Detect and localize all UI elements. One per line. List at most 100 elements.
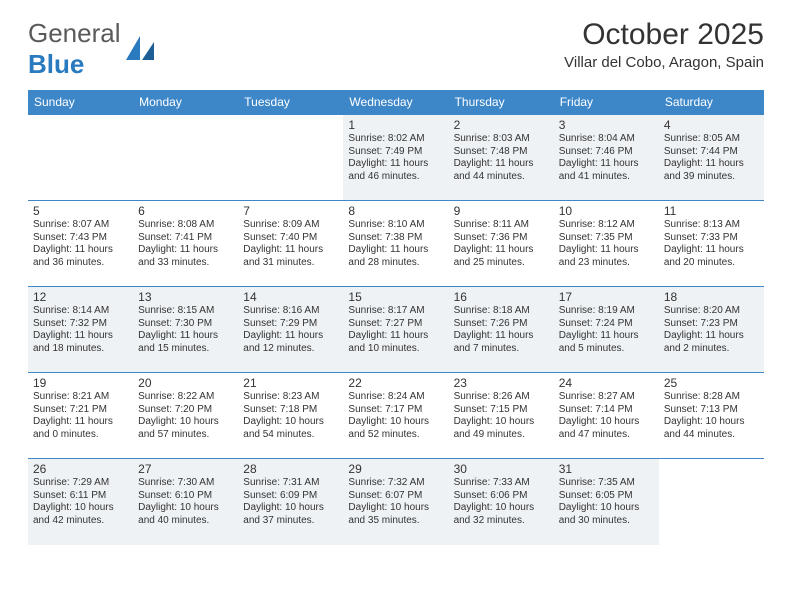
day-number: 30: [454, 462, 549, 476]
calendar-cell: 3Sunrise: 8:04 AMSunset: 7:46 PMDaylight…: [554, 115, 659, 201]
day-number: 8: [348, 204, 443, 218]
day-info: Sunrise: 8:27 AMSunset: 7:14 PMDaylight:…: [559, 391, 654, 441]
daylight-text: Daylight: 10 hours and 54 minutes.: [243, 416, 338, 441]
sunset-text: Sunset: 7:49 PM: [348, 146, 443, 159]
sunset-text: Sunset: 7:18 PM: [243, 404, 338, 417]
sunset-text: Sunset: 6:09 PM: [243, 490, 338, 503]
sunrise-text: Sunrise: 8:12 AM: [559, 219, 654, 232]
daylight-text: Daylight: 10 hours and 47 minutes.: [559, 416, 654, 441]
day-info: Sunrise: 8:14 AMSunset: 7:32 PMDaylight:…: [33, 305, 128, 355]
day-info: Sunrise: 8:03 AMSunset: 7:48 PMDaylight:…: [454, 133, 549, 183]
calendar-cell: 11Sunrise: 8:13 AMSunset: 7:33 PMDayligh…: [659, 201, 764, 287]
day-number: 4: [664, 118, 759, 132]
day-number: 10: [559, 204, 654, 218]
calendar-cell: 1Sunrise: 8:02 AMSunset: 7:49 PMDaylight…: [343, 115, 448, 201]
sunset-text: Sunset: 7:13 PM: [664, 404, 759, 417]
day-number: 21: [243, 376, 338, 390]
calendar-cell: 28Sunrise: 7:31 AMSunset: 6:09 PMDayligh…: [238, 459, 343, 545]
sunrise-text: Sunrise: 8:17 AM: [348, 305, 443, 318]
daylight-text: Daylight: 11 hours and 18 minutes.: [33, 330, 128, 355]
weekday-header: Tuesday: [238, 90, 343, 115]
sunrise-text: Sunrise: 8:20 AM: [664, 305, 759, 318]
day-number: 2: [454, 118, 549, 132]
day-number: 1: [348, 118, 443, 132]
day-number: 12: [33, 290, 128, 304]
weekday-header: Thursday: [449, 90, 554, 115]
sunset-text: Sunset: 7:29 PM: [243, 318, 338, 331]
daylight-text: Daylight: 11 hours and 23 minutes.: [559, 244, 654, 269]
month-title: October 2025: [564, 18, 764, 52]
sunrise-text: Sunrise: 8:07 AM: [33, 219, 128, 232]
daylight-text: Daylight: 10 hours and 32 minutes.: [454, 502, 549, 527]
day-number: 27: [138, 462, 233, 476]
sunrise-text: Sunrise: 8:14 AM: [33, 305, 128, 318]
weekday-header: Saturday: [659, 90, 764, 115]
day-info: Sunrise: 8:05 AMSunset: 7:44 PMDaylight:…: [664, 133, 759, 183]
daylight-text: Daylight: 10 hours and 52 minutes.: [348, 416, 443, 441]
calendar-cell: 27Sunrise: 7:30 AMSunset: 6:10 PMDayligh…: [133, 459, 238, 545]
calendar-cell: 21Sunrise: 8:23 AMSunset: 7:18 PMDayligh…: [238, 373, 343, 459]
sunset-text: Sunset: 7:33 PM: [664, 232, 759, 245]
day-number: 5: [33, 204, 128, 218]
calendar-cell: 2Sunrise: 8:03 AMSunset: 7:48 PMDaylight…: [449, 115, 554, 201]
header: General Blue October 2025 Villar del Cob…: [28, 18, 764, 80]
sunrise-text: Sunrise: 8:26 AM: [454, 391, 549, 404]
day-number: 11: [664, 204, 759, 218]
calendar-cell: 15Sunrise: 8:17 AMSunset: 7:27 PMDayligh…: [343, 287, 448, 373]
daylight-text: Daylight: 10 hours and 35 minutes.: [348, 502, 443, 527]
calendar-cell: 16Sunrise: 8:18 AMSunset: 7:26 PMDayligh…: [449, 287, 554, 373]
calendar-cell: [238, 115, 343, 201]
day-number: 15: [348, 290, 443, 304]
day-info: Sunrise: 8:26 AMSunset: 7:15 PMDaylight:…: [454, 391, 549, 441]
daylight-text: Daylight: 11 hours and 15 minutes.: [138, 330, 233, 355]
sunrise-text: Sunrise: 8:08 AM: [138, 219, 233, 232]
weekday-header: Sunday: [28, 90, 133, 115]
calendar-cell: 6Sunrise: 8:08 AMSunset: 7:41 PMDaylight…: [133, 201, 238, 287]
sunset-text: Sunset: 6:10 PM: [138, 490, 233, 503]
sunrise-text: Sunrise: 8:21 AM: [33, 391, 128, 404]
daylight-text: Daylight: 11 hours and 28 minutes.: [348, 244, 443, 269]
sunrise-text: Sunrise: 8:19 AM: [559, 305, 654, 318]
daylight-text: Daylight: 11 hours and 46 minutes.: [348, 158, 443, 183]
calendar-cell: 4Sunrise: 8:05 AMSunset: 7:44 PMDaylight…: [659, 115, 764, 201]
location-text: Villar del Cobo, Aragon, Spain: [564, 54, 764, 71]
calendar-cell: [28, 115, 133, 201]
calendar-cell: 14Sunrise: 8:16 AMSunset: 7:29 PMDayligh…: [238, 287, 343, 373]
day-number: 18: [664, 290, 759, 304]
sunrise-text: Sunrise: 8:13 AM: [664, 219, 759, 232]
sunset-text: Sunset: 7:15 PM: [454, 404, 549, 417]
sunset-text: Sunset: 6:11 PM: [33, 490, 128, 503]
calendar-cell: 26Sunrise: 7:29 AMSunset: 6:11 PMDayligh…: [28, 459, 133, 545]
sunrise-text: Sunrise: 8:23 AM: [243, 391, 338, 404]
daylight-text: Daylight: 11 hours and 41 minutes.: [559, 158, 654, 183]
calendar-cell: 24Sunrise: 8:27 AMSunset: 7:14 PMDayligh…: [554, 373, 659, 459]
sunset-text: Sunset: 7:41 PM: [138, 232, 233, 245]
sunset-text: Sunset: 7:27 PM: [348, 318, 443, 331]
daylight-text: Daylight: 11 hours and 36 minutes.: [33, 244, 128, 269]
daylight-text: Daylight: 11 hours and 0 minutes.: [33, 416, 128, 441]
calendar-table: Sunday Monday Tuesday Wednesday Thursday…: [28, 90, 764, 545]
day-number: 9: [454, 204, 549, 218]
sunrise-text: Sunrise: 7:35 AM: [559, 477, 654, 490]
calendar-cell: [659, 459, 764, 545]
day-info: Sunrise: 8:11 AMSunset: 7:36 PMDaylight:…: [454, 219, 549, 269]
daylight-text: Daylight: 11 hours and 25 minutes.: [454, 244, 549, 269]
sunset-text: Sunset: 6:07 PM: [348, 490, 443, 503]
sunrise-text: Sunrise: 7:31 AM: [243, 477, 338, 490]
daylight-text: Daylight: 10 hours and 37 minutes.: [243, 502, 338, 527]
calendar-cell: 20Sunrise: 8:22 AMSunset: 7:20 PMDayligh…: [133, 373, 238, 459]
daylight-text: Daylight: 11 hours and 20 minutes.: [664, 244, 759, 269]
sunset-text: Sunset: 7:23 PM: [664, 318, 759, 331]
day-number: 24: [559, 376, 654, 390]
sunset-text: Sunset: 7:36 PM: [454, 232, 549, 245]
day-info: Sunrise: 8:02 AMSunset: 7:49 PMDaylight:…: [348, 133, 443, 183]
sunset-text: Sunset: 7:17 PM: [348, 404, 443, 417]
sunrise-text: Sunrise: 8:04 AM: [559, 133, 654, 146]
day-number: 29: [348, 462, 443, 476]
day-info: Sunrise: 7:35 AMSunset: 6:05 PMDaylight:…: [559, 477, 654, 527]
sunrise-text: Sunrise: 8:22 AM: [138, 391, 233, 404]
day-info: Sunrise: 8:20 AMSunset: 7:23 PMDaylight:…: [664, 305, 759, 355]
day-number: 6: [138, 204, 233, 218]
day-info: Sunrise: 7:32 AMSunset: 6:07 PMDaylight:…: [348, 477, 443, 527]
calendar-cell: 17Sunrise: 8:19 AMSunset: 7:24 PMDayligh…: [554, 287, 659, 373]
